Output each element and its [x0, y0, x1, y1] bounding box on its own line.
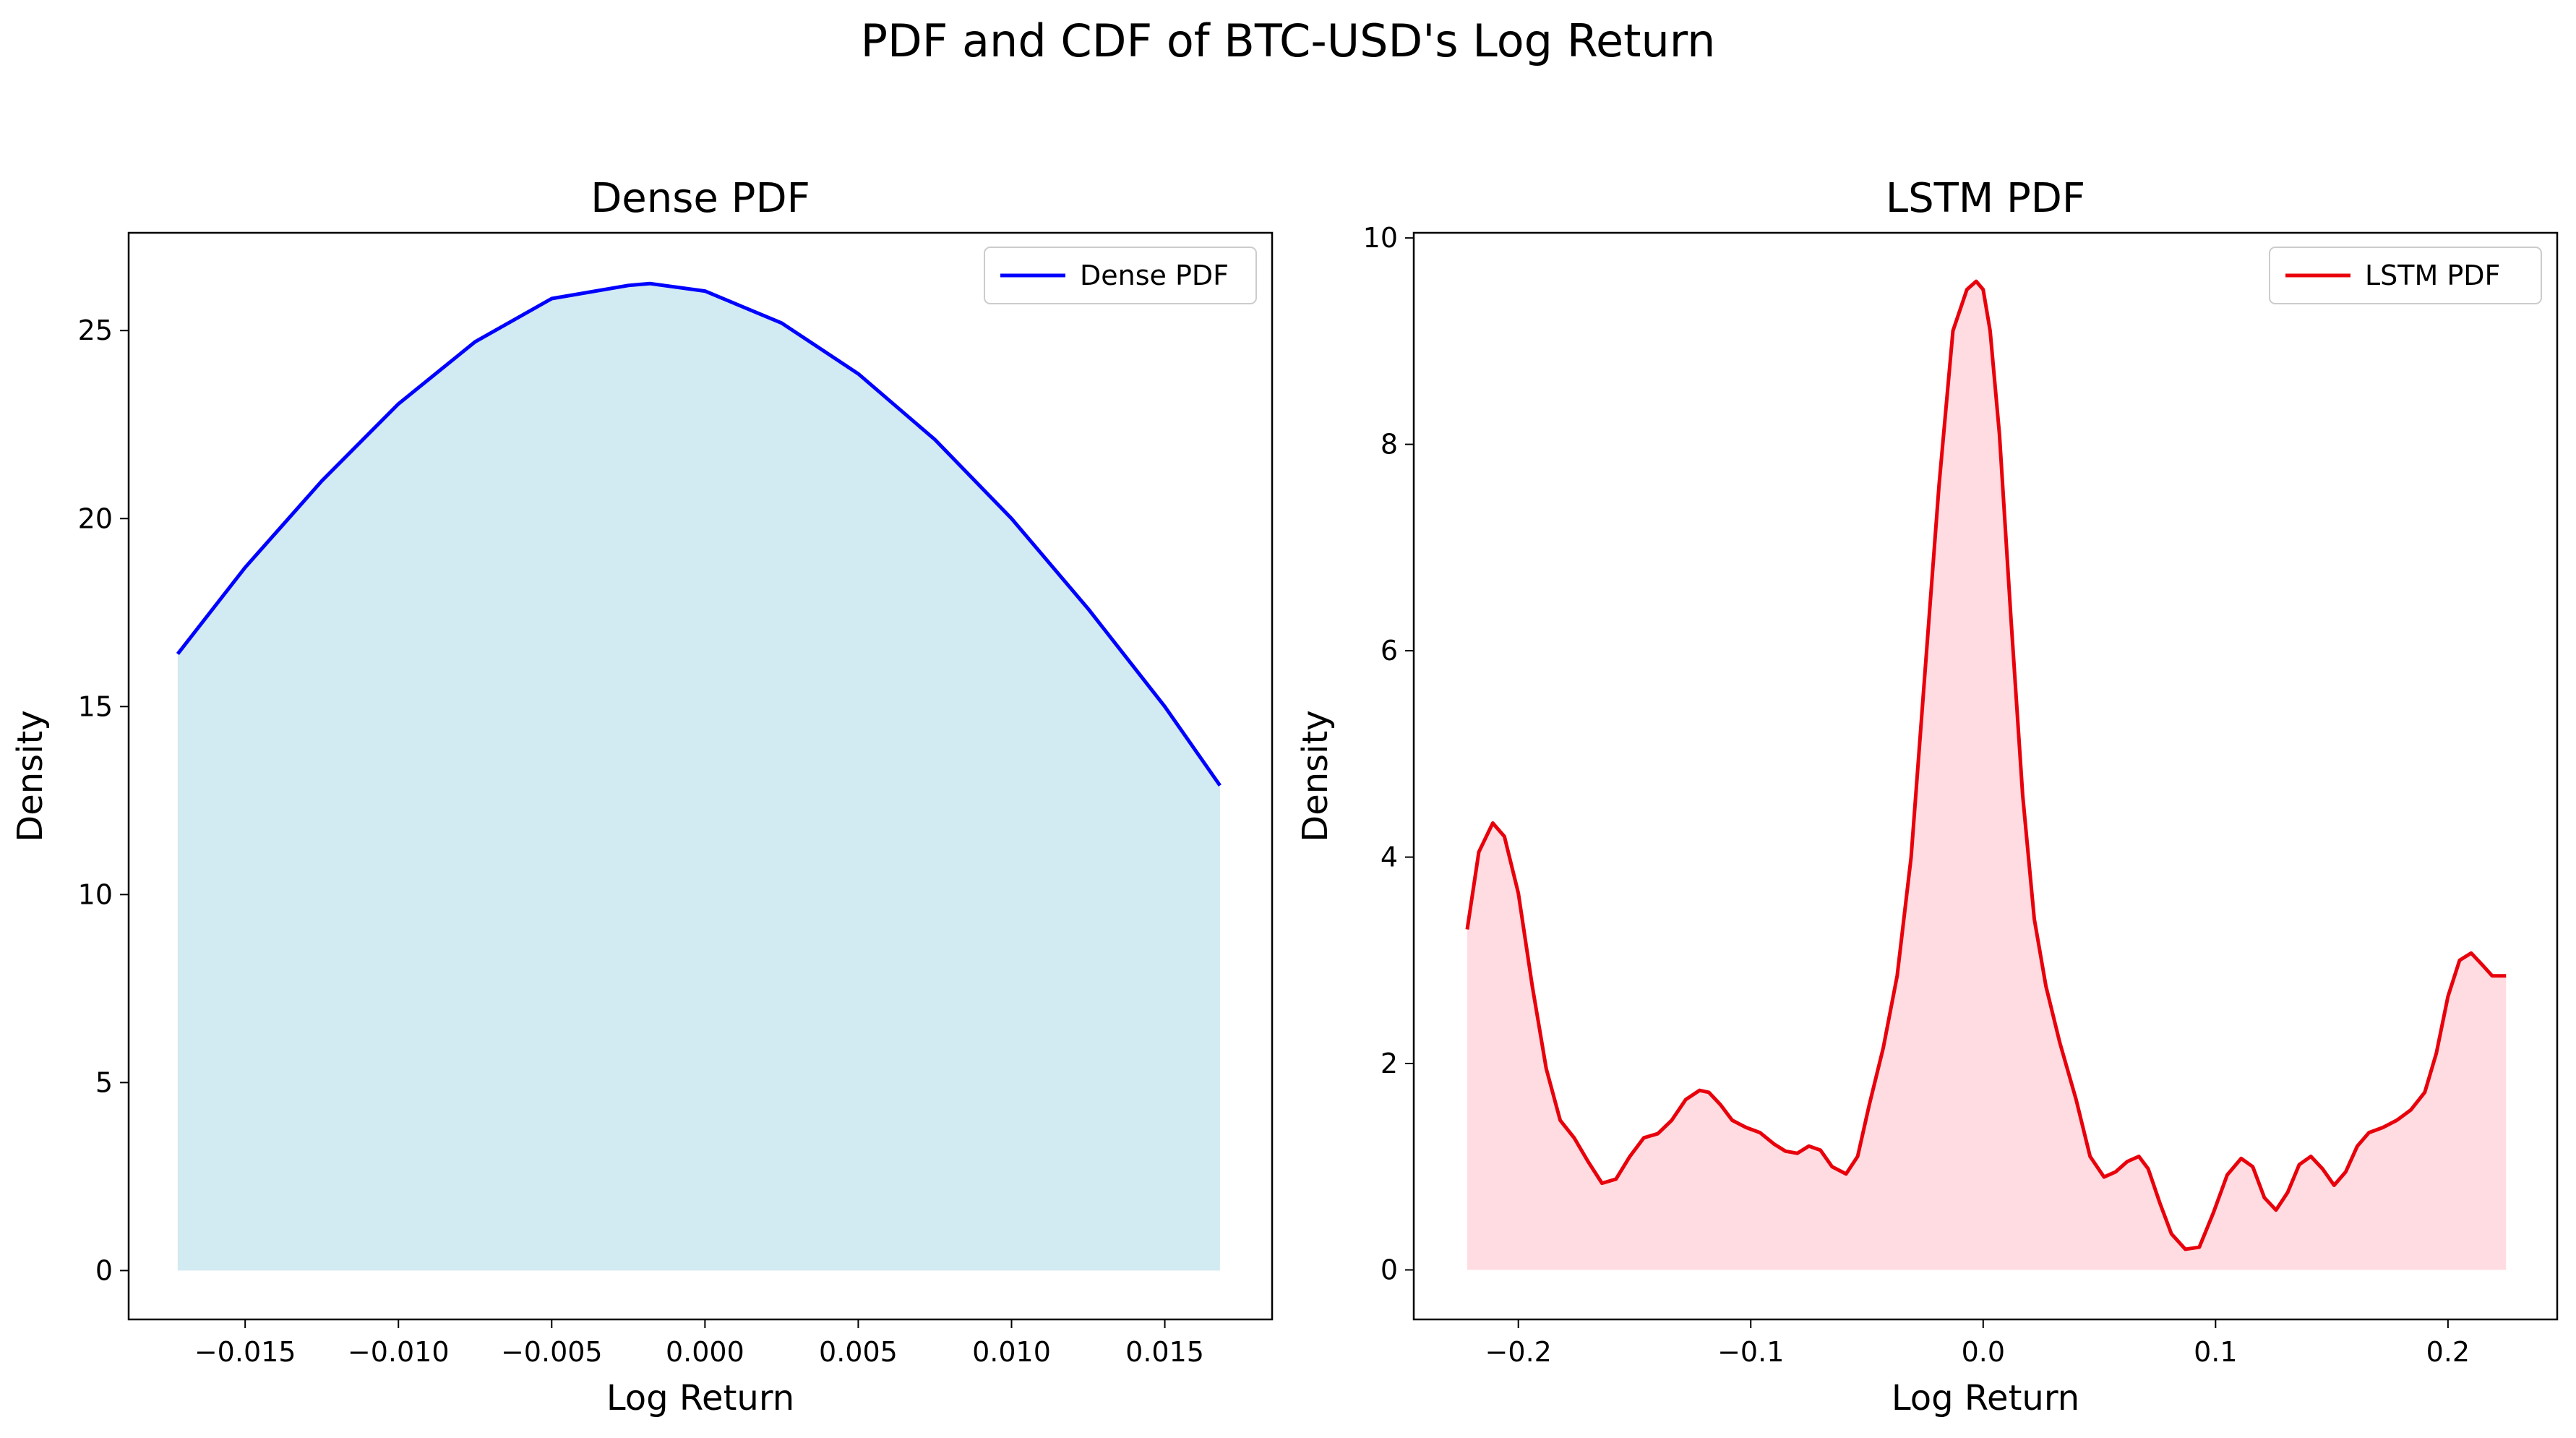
lstm-x-tick-label: 0.1: [2194, 1336, 2237, 1368]
dense-y-tick-label: 25: [78, 314, 113, 346]
dense-x-tick-label: −0.015: [194, 1336, 296, 1368]
lstm-y-axis-label: Density: [1295, 710, 1336, 842]
dense-x-tick-label: −0.005: [501, 1336, 603, 1368]
lstm-x-tick-label: −0.1: [1717, 1336, 1784, 1368]
dense-y-tick-label: 0: [95, 1254, 113, 1286]
lstm-x-tick-label: 0.0: [1962, 1336, 2005, 1368]
lstm-legend-label: LSTM PDF: [2365, 260, 2500, 291]
lstm-y-tick-label: 6: [1381, 635, 1398, 667]
lstm-x-tick-label: 0.2: [2426, 1336, 2470, 1368]
figure-suptitle: PDF and CDF of BTC-USD's Log Return: [861, 14, 1716, 67]
dense-pdf-line: [176, 281, 1222, 787]
dense-x-tick-label: 0.005: [819, 1336, 898, 1368]
lstm-legend: LSTM PDF: [2269, 247, 2542, 304]
lstm-y-tick-label: 4: [1381, 842, 1398, 873]
dense-legend-box: [984, 247, 1257, 304]
dense-y-tick-label: 10: [78, 878, 113, 910]
dense-y-tick-label: 15: [78, 690, 113, 722]
dense-x-tick-label: 0.000: [666, 1336, 744, 1368]
lstm-x-tick-label: −0.2: [1485, 1336, 1552, 1368]
dense-y-tick-label: 20: [78, 502, 113, 534]
lstm-y-tick-label: 8: [1381, 429, 1398, 461]
dense-legend: Dense PDF: [984, 247, 1257, 304]
dense-x-tick-label: −0.010: [348, 1336, 450, 1368]
dense-pdf-fill-area: [177, 283, 1220, 1271]
dense-x-axis-label: Log Return: [606, 1378, 794, 1418]
lstm-pdf-fill-area: [1467, 281, 2507, 1270]
dense-axes-frame: [127, 231, 1274, 1321]
dense-pdf-chart: −0.015 −0.010 −0.005 0.000 0.005 0.010 0.015 0 5…: [10, 175, 1274, 1418]
dense-y-axis-label: Density: [10, 710, 51, 842]
lstm-pdf-line: [1465, 279, 2507, 1251]
lstm-x-axis-label: Log Return: [1892, 1378, 2079, 1418]
lstm-legend-box: [2269, 247, 2542, 304]
lstm-y-tick-label: 10: [1363, 222, 1398, 254]
lstm-y-tick-label: 0: [1381, 1254, 1398, 1285]
dense-x-tick-label: 0.010: [972, 1336, 1051, 1368]
dense-legend-label: Dense PDF: [1080, 260, 1229, 291]
dense-y-tick-label: 5: [95, 1066, 113, 1098]
lstm-pdf-chart: −0.2 −0.1 0.0 0.1 0.2 0 2 4 6 8 10 LSTM PDF Log Retu…: [1295, 175, 2559, 1418]
lstm-y-tick-label: 2: [1381, 1048, 1398, 1079]
lstm-axes-frame: [1412, 231, 2559, 1321]
lstm-chart-title: LSTM PDF: [1886, 175, 2085, 222]
dense-x-tick-label: 0.015: [1125, 1336, 1204, 1368]
dense-chart-title: Dense PDF: [591, 175, 810, 222]
